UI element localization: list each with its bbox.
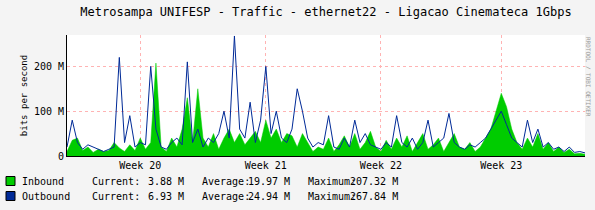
svg-text:100 M: 100 M <box>34 106 64 117</box>
svg-text:207.32 M: 207.32 M <box>350 176 398 187</box>
svg-text:24.94 M: 24.94 M <box>248 191 290 202</box>
svg-text:Metrosampa UNIFESP - Traffic -: Metrosampa UNIFESP - Traffic - ethernet2… <box>80 5 571 19</box>
svg-text:Average:: Average: <box>202 176 250 187</box>
svg-text:19.97 M: 19.97 M <box>248 176 290 187</box>
svg-text:Current:: Current: <box>92 176 140 187</box>
svg-text:Maximum:: Maximum: <box>308 191 356 202</box>
svg-text:3.88 M: 3.88 M <box>148 176 184 187</box>
svg-text:Week 20: Week 20 <box>119 160 161 171</box>
svg-text:Average:: Average: <box>202 191 250 202</box>
svg-text:Outbound: Outbound <box>22 191 70 202</box>
svg-text:Week 21: Week 21 <box>245 160 287 171</box>
svg-text:0: 0 <box>58 151 64 162</box>
svg-text:bits per second: bits per second <box>19 55 29 136</box>
svg-text:6.93 M: 6.93 M <box>148 191 184 202</box>
svg-text:Week 22: Week 22 <box>360 160 402 171</box>
svg-text:200 M: 200 M <box>34 61 64 72</box>
svg-text:RRDTOOL / TOBI OETIKER: RRDTOOL / TOBI OETIKER <box>585 37 592 117</box>
svg-text:Inbound: Inbound <box>22 176 64 187</box>
svg-text:Week 23: Week 23 <box>480 160 522 171</box>
svg-text:267.84 M: 267.84 M <box>350 191 398 202</box>
svg-text:Maximum:: Maximum: <box>308 176 356 187</box>
svg-text:Current:: Current: <box>92 191 140 202</box>
